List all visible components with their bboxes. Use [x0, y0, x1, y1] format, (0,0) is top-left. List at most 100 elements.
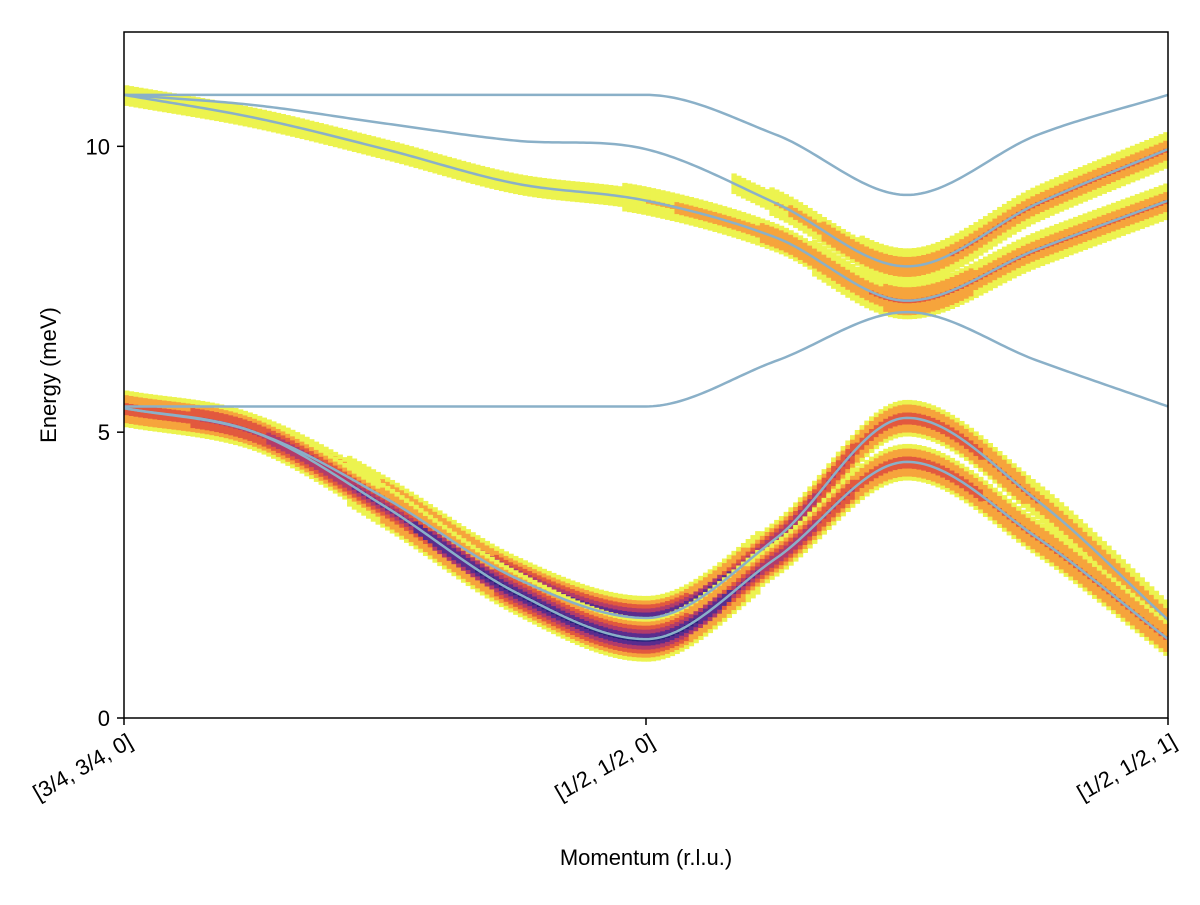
intensity-cell	[518, 190, 523, 195]
intensity-cell	[561, 626, 566, 631]
intensity-cell	[295, 442, 300, 447]
intensity-cell	[385, 156, 390, 161]
intensity-cell	[580, 614, 585, 619]
intensity-cell	[361, 138, 366, 143]
intensity-cell	[1016, 495, 1021, 500]
intensity-cell	[167, 408, 172, 413]
intensity-cell	[1011, 507, 1016, 512]
intensity-cell	[205, 410, 210, 415]
intensity-cell	[769, 563, 774, 568]
intensity-cell	[418, 544, 423, 549]
intensity-cell	[651, 645, 656, 650]
intensity-cell	[390, 521, 395, 526]
intensity-cell	[376, 484, 381, 489]
intensity-cell	[361, 503, 366, 508]
intensity-cell	[276, 452, 281, 457]
intensity-cell	[651, 649, 656, 654]
intensity-cell	[129, 395, 134, 400]
intensity-cell	[1140, 577, 1145, 582]
intensity-cell	[508, 554, 513, 559]
intensity-cell	[214, 112, 219, 117]
intensity-cell	[138, 100, 143, 105]
intensity-cell	[1116, 555, 1121, 560]
intensity-cell	[1030, 541, 1035, 546]
intensity-cell	[841, 488, 846, 493]
intensity-cell	[589, 646, 594, 651]
intensity-cell	[432, 518, 437, 523]
intensity-cell	[698, 607, 703, 612]
intensity-cell	[418, 540, 423, 545]
intensity-cell	[660, 623, 665, 628]
intensity-cell	[1159, 595, 1164, 600]
intensity-cell	[504, 577, 509, 582]
intensity-cell	[883, 410, 888, 415]
intensity-cell	[300, 118, 305, 123]
intensity-cell	[945, 459, 950, 464]
intensity-cell	[679, 647, 684, 652]
intensity-cell	[470, 581, 475, 586]
intensity-cell	[997, 479, 1002, 484]
intensity-cell	[665, 596, 670, 601]
intensity-cell	[997, 495, 1002, 500]
intensity-cell	[499, 587, 504, 592]
intensity-cell	[138, 413, 143, 418]
intensity-cell	[466, 174, 471, 179]
intensity-cell	[167, 396, 172, 401]
intensity-cell	[608, 197, 613, 202]
intensity-cell	[281, 431, 286, 436]
intensity-cell	[1016, 471, 1021, 476]
intensity-cell	[461, 165, 466, 170]
intensity-cell	[542, 613, 547, 618]
intensity-cell	[171, 397, 176, 402]
intensity-cell	[969, 494, 974, 499]
intensity-cell	[466, 162, 471, 167]
intensity-cell	[879, 471, 884, 476]
intensity-cell	[148, 89, 153, 94]
intensity-cell	[698, 203, 703, 208]
intensity-cell	[542, 577, 547, 582]
intensity-cell	[385, 144, 390, 149]
intensity-cell	[755, 562, 760, 567]
intensity-cell	[1040, 518, 1045, 523]
intensity-cell	[124, 391, 129, 396]
intensity-cell	[879, 479, 884, 484]
intensity-cell	[152, 395, 157, 400]
intensity-cell	[171, 417, 176, 422]
intensity-cell	[319, 444, 324, 449]
intensity-cell	[224, 114, 229, 119]
intensity-cell	[423, 150, 428, 155]
intensity-cell	[945, 420, 950, 425]
intensity-cell	[926, 479, 931, 484]
intensity-cell	[826, 517, 831, 522]
intensity-cell	[551, 577, 556, 582]
intensity-cell	[1144, 612, 1149, 617]
intensity-cell	[750, 539, 755, 544]
intensity-cell	[1144, 608, 1149, 613]
intensity-cell	[603, 599, 608, 604]
intensity-cell	[599, 641, 604, 646]
intensity-cell	[798, 521, 803, 526]
intensity-cell	[997, 455, 1002, 460]
intensity-cell	[655, 640, 660, 645]
intensity-cell	[845, 475, 850, 480]
intensity-cell	[504, 565, 509, 570]
intensity-cell	[489, 180, 494, 185]
intensity-cell	[755, 582, 760, 587]
intensity-cell	[404, 157, 409, 162]
intensity-cell	[618, 602, 623, 607]
intensity-cell	[997, 491, 1002, 496]
intensity-cell	[1040, 551, 1045, 556]
intensity-cell	[200, 429, 205, 434]
intensity-cell	[338, 140, 343, 145]
intensity-cell	[940, 477, 945, 482]
intensity-cell	[546, 627, 551, 632]
intensity-cell	[252, 112, 257, 117]
intensity-cell	[1121, 613, 1126, 618]
intensity-cell	[380, 515, 385, 520]
intensity-cell	[1035, 507, 1040, 512]
intensity-cell	[447, 157, 452, 162]
intensity-cell	[205, 111, 210, 116]
intensity-cell	[243, 431, 248, 436]
intensity-cell	[655, 656, 660, 661]
intensity-cell	[366, 502, 371, 507]
